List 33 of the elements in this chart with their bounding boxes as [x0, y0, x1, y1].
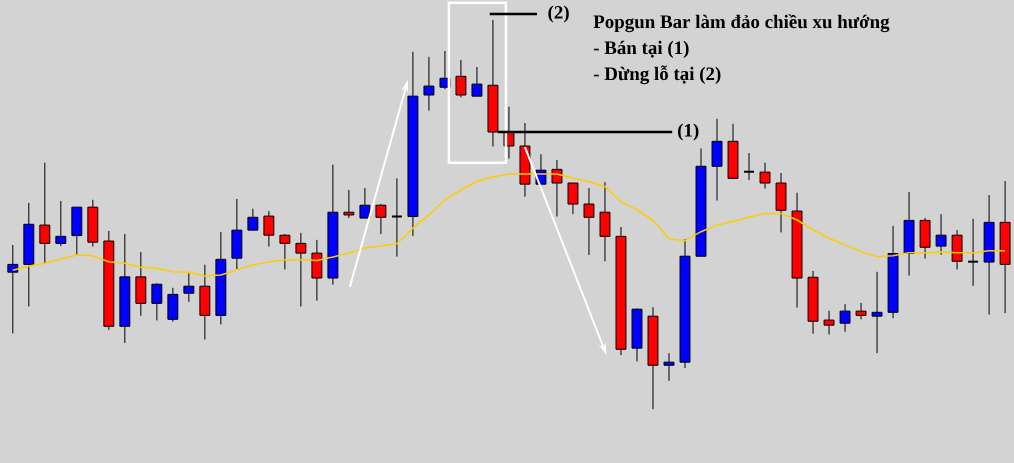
- candlestick: [871, 271, 883, 354]
- candlestick: [743, 152, 755, 181]
- candlestick: [7, 244, 19, 334]
- candlestick: [551, 159, 563, 217]
- candlestick: [567, 182, 579, 215]
- candlestick: [295, 232, 307, 307]
- candlestick: [823, 310, 835, 335]
- candlestick: [839, 303, 851, 333]
- annotation: - Bán tại (1): [593, 40, 689, 59]
- candlestick: [55, 200, 67, 247]
- candlestick: [375, 203, 387, 235]
- candlestick: [183, 272, 195, 303]
- candlestick: [855, 302, 867, 320]
- candlestick: [583, 187, 595, 256]
- annotation: (2): [548, 5, 569, 23]
- candlestick: [263, 210, 275, 247]
- candlestick: [663, 352, 675, 382]
- candlestick: [967, 218, 980, 287]
- candlestick: [359, 187, 371, 219]
- annotation: (1): [678, 123, 699, 141]
- candlestick: [390, 177, 403, 258]
- candlestick: [247, 208, 259, 231]
- candlestick: [455, 59, 467, 98]
- candlestick: [423, 56, 435, 112]
- candlestick: [759, 162, 771, 189]
- candlestick: [151, 282, 163, 321]
- candlestick: [935, 213, 947, 256]
- annotation: - Dừng lỗ tại (2): [593, 65, 721, 85]
- chart-title: Popgun Bar làm đảo chiều xu hướng: [593, 14, 890, 33]
- candlestick: [39, 162, 51, 264]
- candlestick: [279, 233, 291, 270]
- candlestick: [343, 189, 355, 219]
- candlestick: [471, 66, 483, 97]
